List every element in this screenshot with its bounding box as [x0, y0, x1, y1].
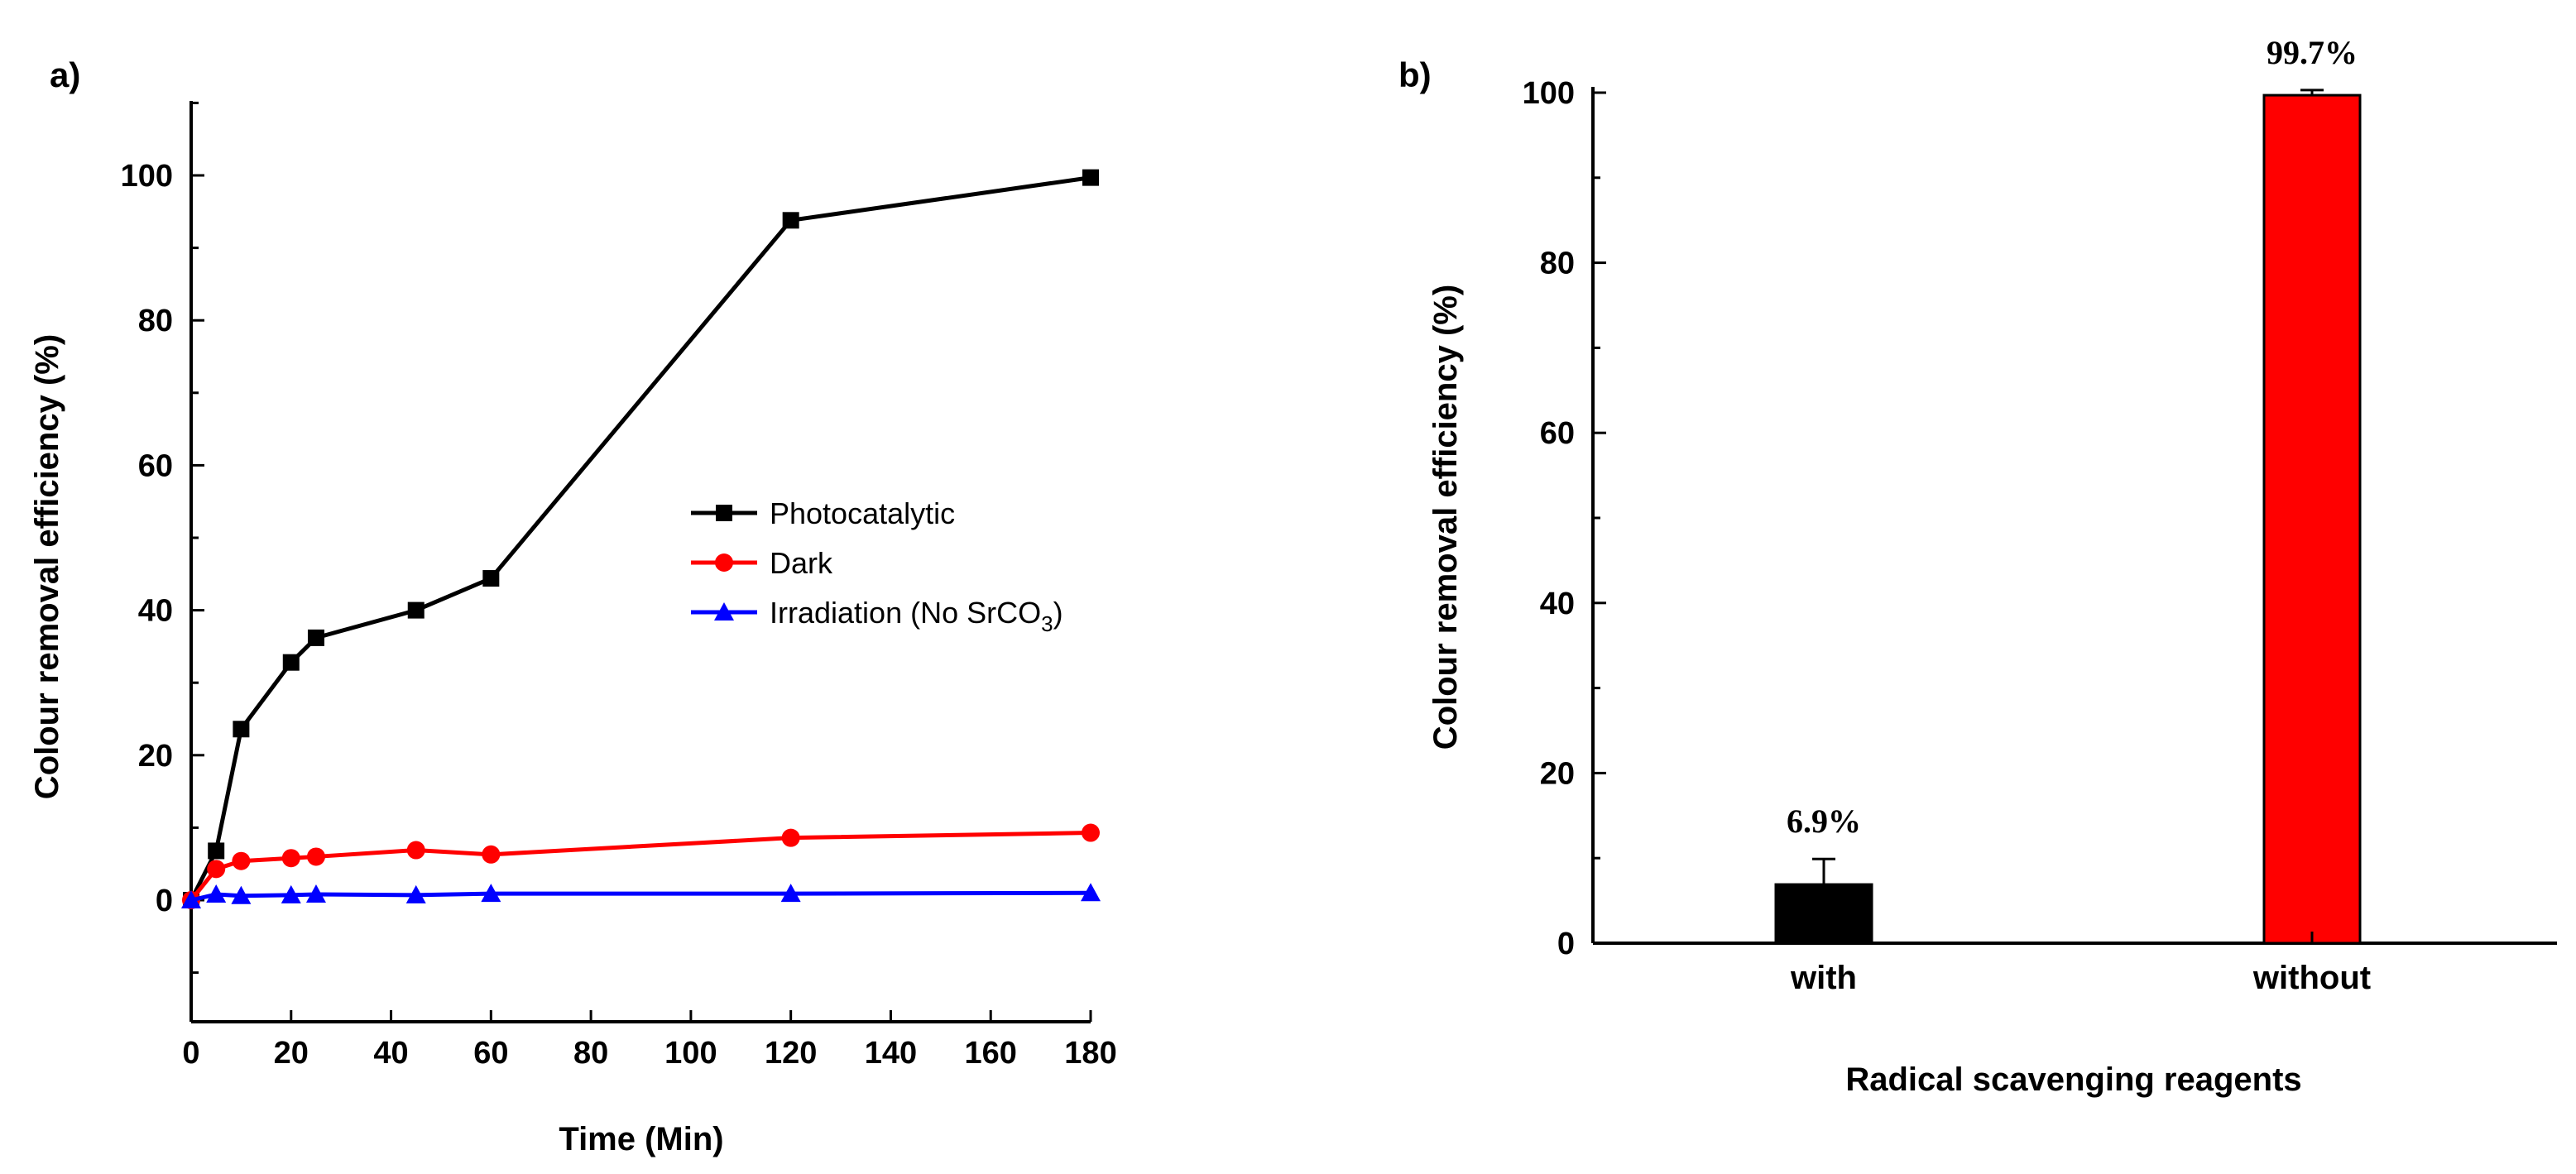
y-tick-label-b: 60	[1540, 416, 1575, 451]
y-tick-label-a: 20	[138, 739, 173, 774]
legend-marker-square	[716, 505, 732, 521]
x-tick-label-a: 40	[373, 1036, 408, 1071]
legend-label-text: Irradiation (No SrCO	[770, 596, 1041, 630]
y-tick-label-a: 80	[138, 304, 173, 338]
category-label-without: without	[2252, 960, 2371, 996]
data-point-triangle	[181, 890, 201, 908]
x-axis-title-b: Radical scavenging reagents	[1845, 1061, 2301, 1098]
y-axis-title-a: Colour removal efficiency (%)	[29, 334, 65, 799]
data-point-square	[233, 721, 250, 738]
y-tick-label-a: 60	[138, 448, 173, 483]
x-tick-label-a: 60	[473, 1036, 508, 1071]
data-point-square	[208, 842, 225, 860]
data-point-triangle	[405, 884, 426, 903]
legend-label: Photocatalytic	[770, 496, 955, 530]
y-tick-label-a: 100	[121, 159, 173, 194]
data-point-circle	[1082, 823, 1100, 842]
data-point-circle	[781, 828, 800, 847]
data-point-circle	[232, 851, 251, 870]
y-axis-title-b: Colour removal efficiency (%)	[1427, 285, 1464, 750]
data-point-triangle	[305, 884, 326, 903]
series-line-square	[189, 175, 1091, 902]
legend-a: Photocatalytic Dark Irradiation (No SrCO3)	[691, 496, 1063, 636]
data-point-triangle	[231, 885, 252, 904]
legend-label-text: Dark	[770, 546, 833, 580]
x-axis-title-a: Time (Min)	[559, 1121, 723, 1157]
data-point-square	[307, 629, 324, 646]
legend-marker-circle	[715, 553, 733, 572]
data-point-circle	[482, 845, 501, 864]
legend-label-suffix: )	[1053, 596, 1063, 630]
panel-label-a: a)	[50, 55, 80, 94]
data-point-triangle	[481, 884, 501, 903]
y-tick-label-b: 40	[1540, 587, 1575, 621]
x-tick-label-a: 100	[664, 1036, 717, 1071]
x-tick-label-a: 180	[1064, 1036, 1116, 1071]
data-point-circle	[281, 849, 300, 868]
data-label-without: 99.7%	[2267, 34, 2358, 71]
data-point-circle	[306, 847, 325, 866]
legend-label: Irradiation (No SrCO3)	[770, 596, 1063, 636]
x-tick-label-a: 0	[182, 1036, 199, 1071]
data-point-square	[407, 601, 425, 619]
x-tick-label-a: 140	[865, 1036, 917, 1071]
panel-label-b: b)	[1398, 55, 1432, 94]
bar-without	[2262, 93, 2362, 945]
data-point-triangle	[1081, 883, 1101, 902]
data-point-square	[482, 570, 500, 587]
y-tick-label-a: 0	[156, 884, 173, 918]
legend-label: Dark	[770, 546, 833, 580]
data-point-triangle	[780, 884, 801, 903]
legend-label-subscript: 3	[1041, 611, 1053, 636]
y-tick-label-b: 0	[1557, 927, 1575, 961]
legend-label-text: Photocatalytic	[770, 496, 955, 530]
data-point-triangle	[206, 884, 227, 903]
x-tick-label-a: 160	[965, 1036, 1017, 1071]
data-point-circle	[406, 841, 425, 860]
x-tick-label-a: 120	[765, 1036, 817, 1071]
x-tick-label-a: 20	[274, 1036, 309, 1071]
data-point-square	[282, 654, 300, 671]
y-tick-label-b: 100	[1523, 76, 1575, 111]
data-point-triangle	[281, 884, 301, 903]
data-point-circle	[207, 860, 226, 879]
legend-marker-triangle	[714, 602, 734, 621]
x-tick-label-a: 80	[573, 1036, 608, 1071]
series-line-circle	[189, 831, 1091, 902]
data-point-square	[782, 212, 799, 229]
category-label-with: with	[1790, 960, 1857, 996]
y-tick-label-a: 40	[138, 594, 173, 629]
y-tick-label-b: 20	[1540, 756, 1575, 791]
bar-chart-panel: b) Colour removal efficiency (%) Radical…	[1398, 34, 2557, 1098]
series-line-triangle	[190, 890, 1091, 903]
data-point-square	[1082, 169, 1099, 186]
data-label-with: 6.9%	[1787, 803, 1861, 840]
y-tick-label-b: 80	[1540, 247, 1575, 281]
line-chart-panel: a) Colour removal efficiency (%) Time (M…	[29, 55, 1117, 1157]
